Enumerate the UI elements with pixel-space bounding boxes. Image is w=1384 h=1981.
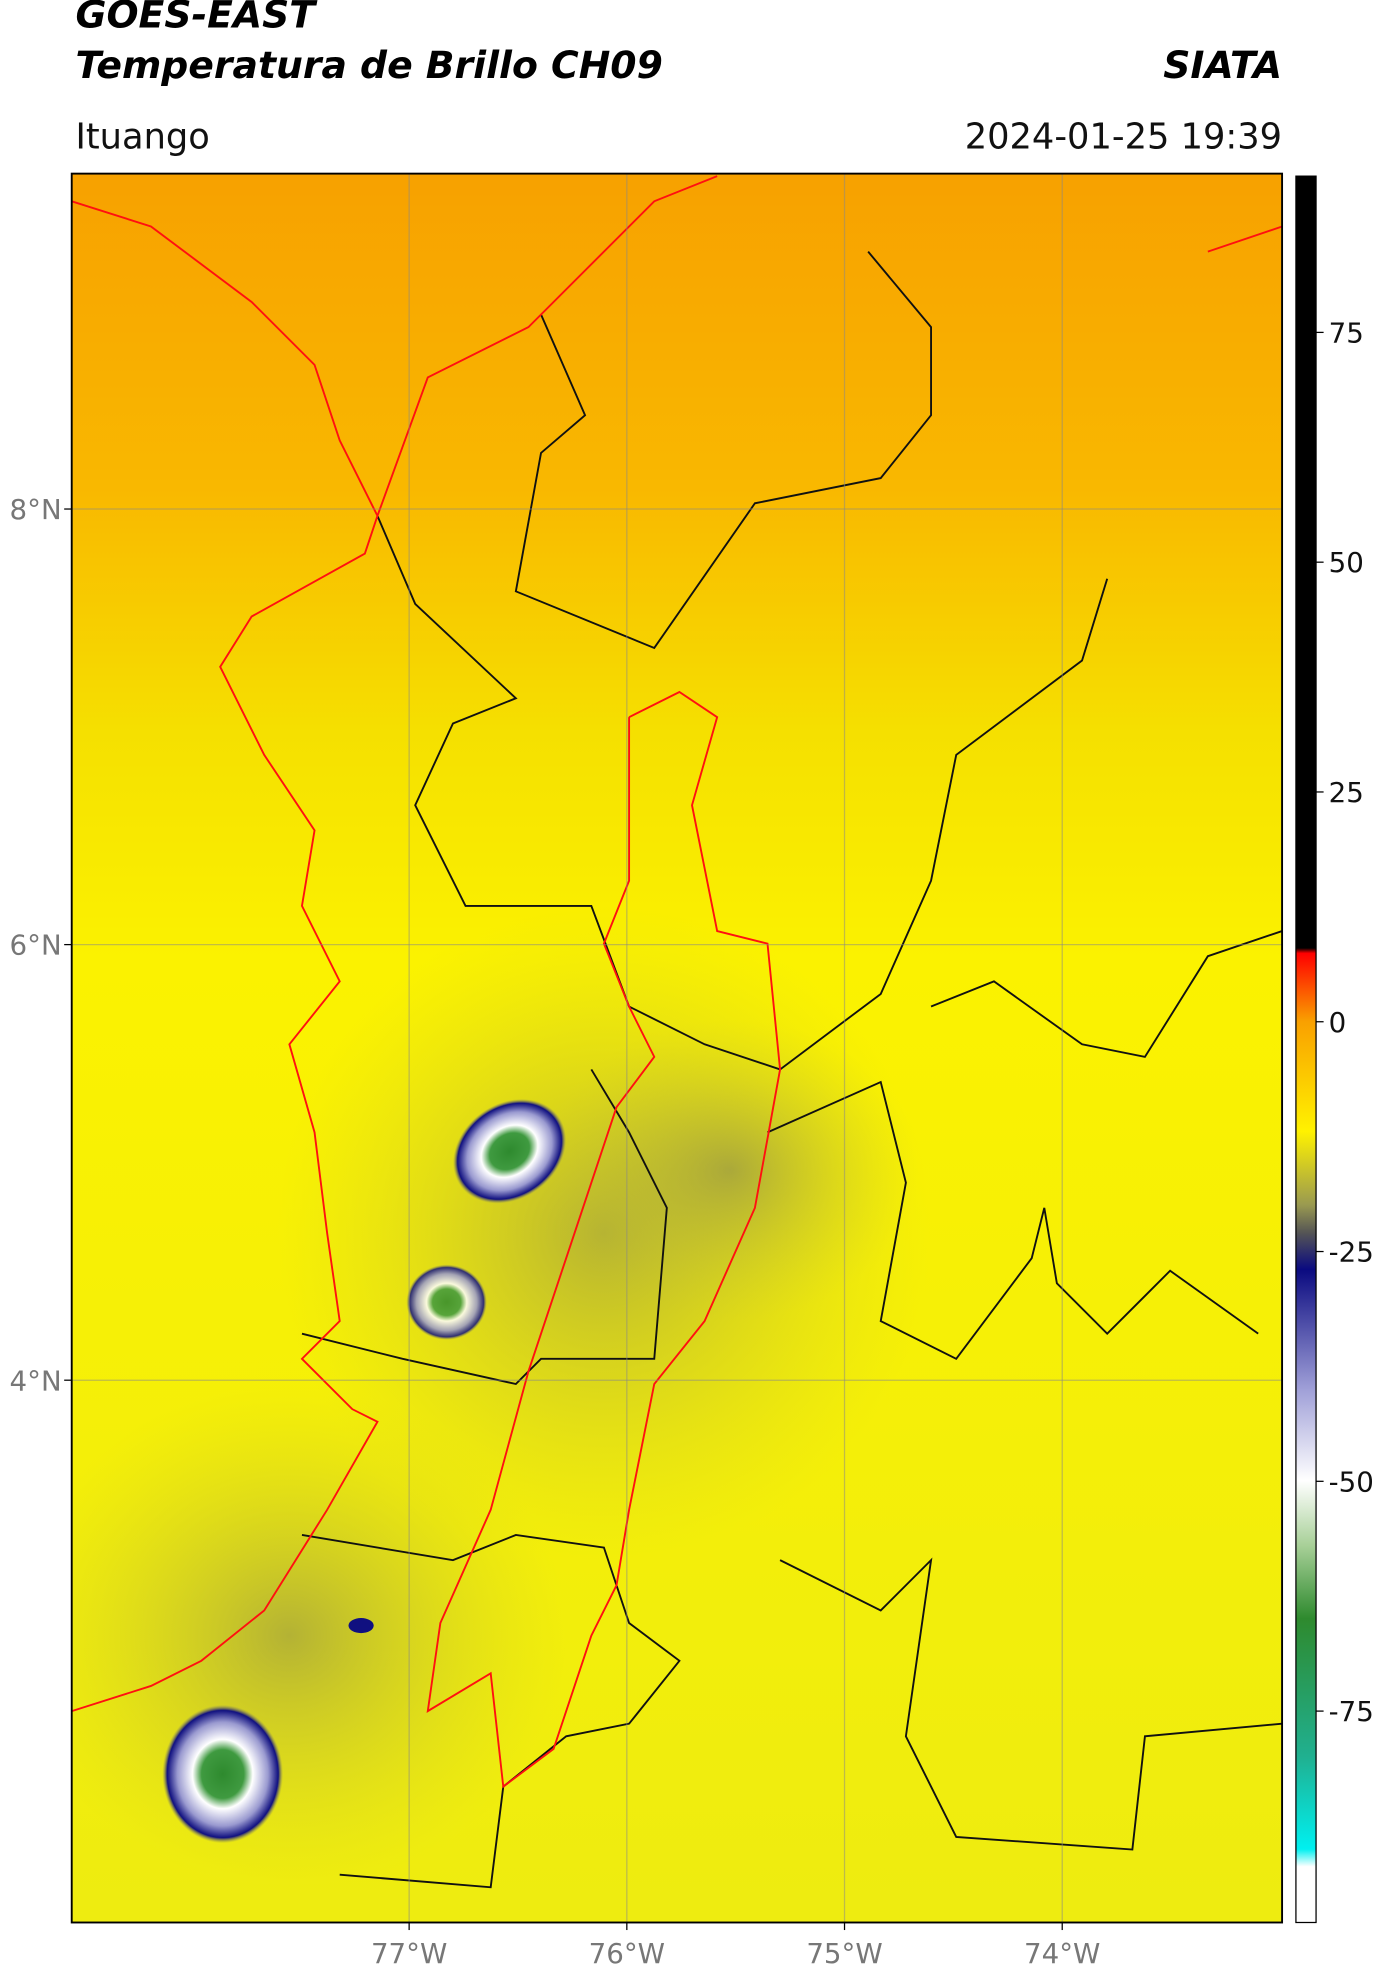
- location: Ituango: [75, 116, 209, 157]
- colorbar-tick-label: -75: [1329, 1695, 1374, 1728]
- lon-tick-label: 74°W: [1024, 1937, 1100, 1970]
- map-image: [71, 173, 1283, 1923]
- title-line2: Temperatura de Brillo CH09: [75, 43, 662, 87]
- lon-tick-label: 77°W: [371, 1937, 447, 1970]
- colorbar: [1295, 175, 1317, 1924]
- lat-tick-label: 8°N: [10, 493, 62, 526]
- grid: [71, 173, 1283, 1923]
- colorbar-tick-label: 25: [1329, 776, 1364, 809]
- datetime: 2024-01-25 19:39: [965, 116, 1282, 157]
- colorbar-tick-label: 0: [1329, 1006, 1347, 1039]
- title-line1: GOES-EAST: [75, 0, 318, 37]
- lat-tick-label: 4°N: [10, 1364, 62, 1397]
- lon-tick-label: 76°W: [589, 1937, 665, 1970]
- colorbar-tick-label: -50: [1329, 1465, 1374, 1498]
- colorbar-tick-label: 50: [1329, 546, 1364, 579]
- colorbar-tick-label: -25: [1329, 1236, 1374, 1269]
- organization: SIATA: [1163, 43, 1282, 87]
- lat-tick-label: 6°N: [10, 929, 62, 962]
- map-frame: [70, 172, 1284, 1924]
- lon-tick-label: 75°W: [806, 1937, 882, 1970]
- colorbar-tick-label: 75: [1329, 316, 1364, 349]
